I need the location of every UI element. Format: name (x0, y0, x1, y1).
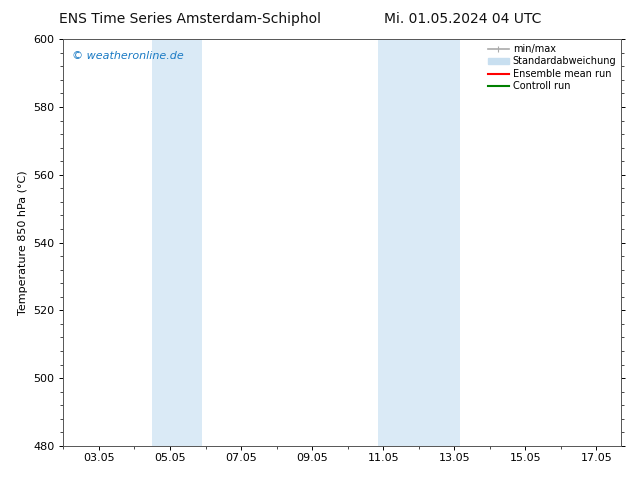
Text: Mi. 01.05.2024 04 UTC: Mi. 01.05.2024 04 UTC (384, 12, 541, 26)
Y-axis label: Temperature 850 hPa (°C): Temperature 850 hPa (°C) (18, 170, 27, 315)
Legend: min/max, Standardabweichung, Ensemble mean run, Controll run: min/max, Standardabweichung, Ensemble me… (486, 42, 618, 93)
Bar (152, 39, 202, 446)
Text: © weatheronline.de: © weatheronline.de (72, 51, 183, 61)
Bar (378, 39, 460, 446)
Text: ENS Time Series Amsterdam-Schiphol: ENS Time Series Amsterdam-Schiphol (59, 12, 321, 26)
